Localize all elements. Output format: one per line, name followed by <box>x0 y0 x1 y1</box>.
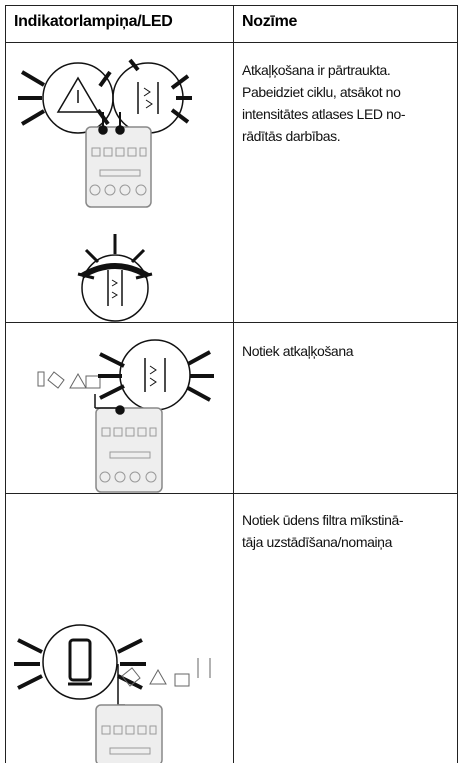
col-right: Nozīme <box>233 5 458 763</box>
rule <box>5 5 457 6</box>
header-cell: Indikatorlampiņa/LED <box>14 13 173 30</box>
text-line: Atkaļķošana ir pārtraukta. <box>242 62 391 78</box>
text-line: Pabeidziet ciklu, atsākot no <box>242 84 401 100</box>
rule <box>5 42 457 43</box>
text-line: tāja uzstādīšana/nomaiņa <box>242 534 392 550</box>
text-line: intensitātes atlases LED no- <box>242 106 406 122</box>
rule <box>5 493 457 494</box>
text-line: rādītās darbības. <box>242 128 341 144</box>
col-left: Indikatorlampiņa/LED <box>5 5 234 763</box>
rule <box>5 322 457 323</box>
row-text: Notiek ūdens filtra mīkstinā-tāja uzstād… <box>233 503 404 553</box>
illustrations <box>14 58 214 763</box>
header-cell: Nozīme <box>242 13 298 30</box>
row-text: Atkaļķošana ir pārtraukta. Pabeidziet cik… <box>233 53 406 147</box>
text-line: Notiek ūdens filtra mīkstinā- <box>242 512 404 528</box>
text-line: Notiek atkaļķošana <box>242 343 354 359</box>
row-text: Notiek atkaļķošana <box>233 334 353 362</box>
